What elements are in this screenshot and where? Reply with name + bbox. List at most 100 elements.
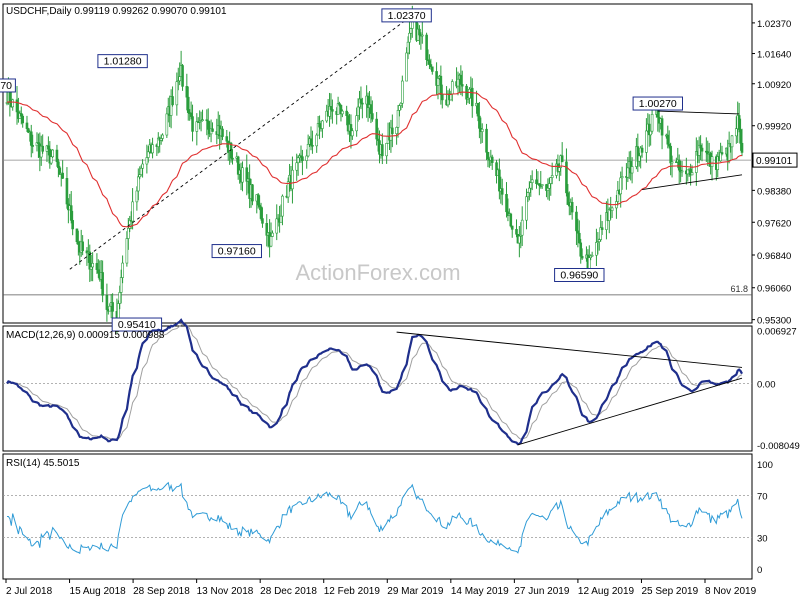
candle-down [669, 145, 672, 164]
x-tick-label: 29 Mar 2019 [387, 586, 444, 597]
candle-down [439, 75, 443, 95]
candle-down [71, 220, 74, 230]
candle-down [171, 96, 174, 106]
candle-down [65, 178, 69, 205]
candle-up [269, 236, 273, 247]
candle-up [546, 187, 550, 191]
candle-down [261, 218, 264, 224]
candle-up [125, 238, 129, 264]
candle-down [699, 144, 702, 149]
candle-down [500, 188, 504, 195]
candle-up [630, 166, 634, 174]
annotation-box [211, 244, 262, 259]
candle-up [450, 81, 454, 95]
price-y-tick-label: 1.01640 [757, 50, 791, 61]
candle-up [529, 182, 533, 189]
current-price-label: 0.99101 [756, 156, 793, 167]
candle-down [647, 123, 651, 136]
candle-down [375, 118, 378, 140]
candle-down [309, 138, 313, 146]
candle-down [459, 74, 463, 85]
candle-down [600, 227, 604, 230]
candle-up [620, 176, 624, 179]
price-annotation: 0.95410 [111, 317, 163, 332]
rsi-y-tick-label: 70 [757, 492, 768, 503]
x-tick-label: 13 Nov 2018 [197, 586, 254, 597]
candle-down [371, 113, 374, 120]
price-annotation: 1.00270 [632, 96, 683, 111]
candle-down [498, 169, 501, 192]
price-trendline [657, 110, 740, 115]
candle-up [195, 121, 199, 132]
candle-up [670, 161, 674, 164]
candle-up [281, 195, 284, 217]
price-trendline [642, 174, 743, 190]
macd-signal-line [6, 323, 743, 440]
candle-down [359, 98, 363, 104]
candle-down [486, 151, 490, 160]
candle-down [57, 161, 60, 169]
candle-up [341, 110, 344, 115]
candle-down [666, 134, 670, 145]
macd-y-tick-label: -0.008049 [757, 441, 800, 452]
candle-down [318, 123, 321, 128]
candle-up [305, 155, 309, 161]
candle-up [468, 88, 471, 99]
axis-layer: 1.02370 1.01640 1.00920 0.99920 0.98380 0.976… [5, 19, 800, 597]
candle-down [225, 136, 229, 142]
candle-up [399, 102, 403, 106]
x-tick-label: 2 Jul 2018 [6, 586, 53, 597]
candle-down [418, 28, 421, 36]
candle-up [518, 235, 521, 244]
candle-down [535, 179, 538, 185]
candle-down [737, 115, 741, 130]
moving-average-line [6, 91, 743, 228]
annotation-label: 70 [0, 80, 12, 92]
price-y-tick-label: 1.00920 [757, 80, 791, 91]
candle-down [29, 131, 33, 146]
candle-up [89, 266, 93, 270]
macd-title: MACD(12,26,9) 0.000915 0.000988 [6, 330, 165, 341]
candle-down [515, 229, 518, 235]
price-annotation: 1.01280 [97, 54, 148, 69]
candle-up [91, 263, 94, 268]
candle-up [131, 201, 134, 222]
candle-down [211, 128, 214, 132]
annotation-label: 0.95410 [118, 319, 156, 331]
candle-down [575, 211, 578, 232]
candle-down [476, 102, 480, 117]
candle-down [47, 145, 50, 150]
price-layer: 61.8 70 1.01280 0.95410 0.97160 1.02370 0.9659… [0, 5, 798, 334]
price-y-tick-label: 0.97620 [757, 218, 791, 229]
x-tick-label: 8 Nov 2019 [705, 586, 757, 597]
candle-down [75, 228, 79, 243]
annotation-box [632, 96, 683, 111]
rsi-y-tick-label: 30 [757, 534, 768, 545]
candle-down [565, 161, 568, 194]
candle-up [719, 152, 722, 162]
candle-down [578, 232, 581, 244]
candle-down [429, 64, 433, 68]
candle-up [480, 128, 484, 132]
candle-up [520, 219, 524, 236]
candle-up [279, 215, 283, 223]
candle-down [256, 194, 260, 206]
candle-down [509, 213, 513, 227]
macd-trendline [517, 377, 743, 446]
candle-down [739, 129, 742, 144]
candle-up [295, 162, 299, 171]
candle-down [428, 60, 431, 65]
x-tick-label: 25 Sep 2019 [641, 586, 698, 597]
candle-up [398, 105, 401, 111]
candle-down [640, 147, 644, 153]
candle-down [111, 302, 114, 312]
candle-down [259, 206, 263, 219]
candles [5, 5, 744, 334]
candle-up [241, 167, 244, 183]
rsi-panel [2, 453, 753, 580]
candle-up [145, 157, 149, 165]
candle-down [231, 157, 234, 160]
candle-down [566, 192, 570, 205]
candle-down [19, 113, 23, 117]
